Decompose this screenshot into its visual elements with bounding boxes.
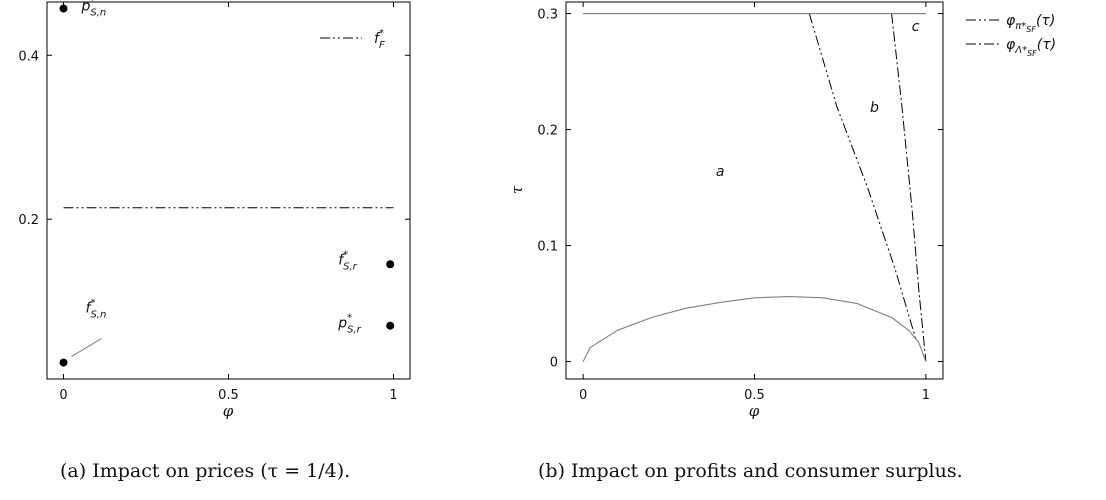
x-tick-label: 0	[59, 388, 67, 403]
y-tick-label: 0	[550, 356, 558, 371]
series-line	[582, 296, 927, 362]
panel-a-legend: f* F	[320, 28, 385, 51]
x-tick-label: 0	[579, 388, 587, 403]
panel-b-series	[582, 13, 927, 362]
panel-a-xlabel: φ	[223, 402, 234, 420]
series-line	[891, 13, 927, 362]
x-tick-label: 0.5	[218, 388, 239, 403]
legend-label: f* F	[374, 28, 385, 51]
data-point	[59, 4, 68, 13]
panel-b-profits: 0 0.5 1 0 0.1 0.2 0.3 a b c φ τ φπ*SF(τ) φΛ*SF(τ)	[508, 1, 1056, 420]
panel-b-xlabel: φ	[749, 402, 760, 420]
y-tick-label: 0.4	[18, 49, 39, 64]
series-line	[808, 13, 917, 339]
panel-b-frame	[565, 1, 944, 380]
point-label: p* S,n	[81, 0, 107, 19]
region-label: b	[870, 100, 879, 116]
point-label: f* S,r	[338, 249, 357, 272]
panel-a-caption: (a) Impact on prices (τ = 1/4).	[60, 460, 351, 482]
panel-a-ticks: 0 0.5 1 0.2 0.4	[18, 2, 410, 403]
legend-label: φΛ*SF(τ)	[1006, 37, 1056, 58]
point-label: f* S,n	[86, 298, 107, 321]
panel-b-caption: (b) Impact on profits and consumer surpl…	[538, 460, 963, 482]
panel-b-ylabel: τ	[508, 185, 526, 194]
point-label: p* S,r	[337, 313, 361, 336]
y-tick-label: 0.2	[537, 124, 558, 139]
panel-b-ticks: 0 0.5 1 0 0.1 0.2 0.3	[537, 2, 943, 403]
panel-a-frame	[46, 1, 411, 380]
point-leader-line	[71, 338, 102, 358]
data-point	[59, 358, 68, 367]
y-tick-label: 0.2	[18, 213, 39, 228]
x-tick-label: 0.5	[744, 388, 765, 403]
panel-b-regions: a b c	[716, 19, 920, 180]
x-tick-label: 1	[389, 388, 397, 403]
panel-a-points: p* S,n f* S,n f* S,r p* S,r f* F	[59, 0, 395, 367]
panel-a-prices: 0 0.5 1 0.2 0.4 p* S,n f* S,n f* S,r p* S,r f* F φ	[18, 0, 411, 420]
region-label: a	[716, 164, 725, 180]
data-point	[386, 260, 395, 269]
y-tick-label: 0.1	[537, 240, 558, 255]
y-tick-label: 0.3	[537, 8, 558, 23]
data-point	[386, 321, 395, 330]
panel-b-legend: φπ*SF(τ) φΛ*SF(τ)	[966, 13, 1056, 58]
x-tick-label: 1	[922, 388, 930, 403]
legend-label: φπ*SF(τ)	[1006, 13, 1055, 34]
region-label: c	[912, 19, 920, 35]
